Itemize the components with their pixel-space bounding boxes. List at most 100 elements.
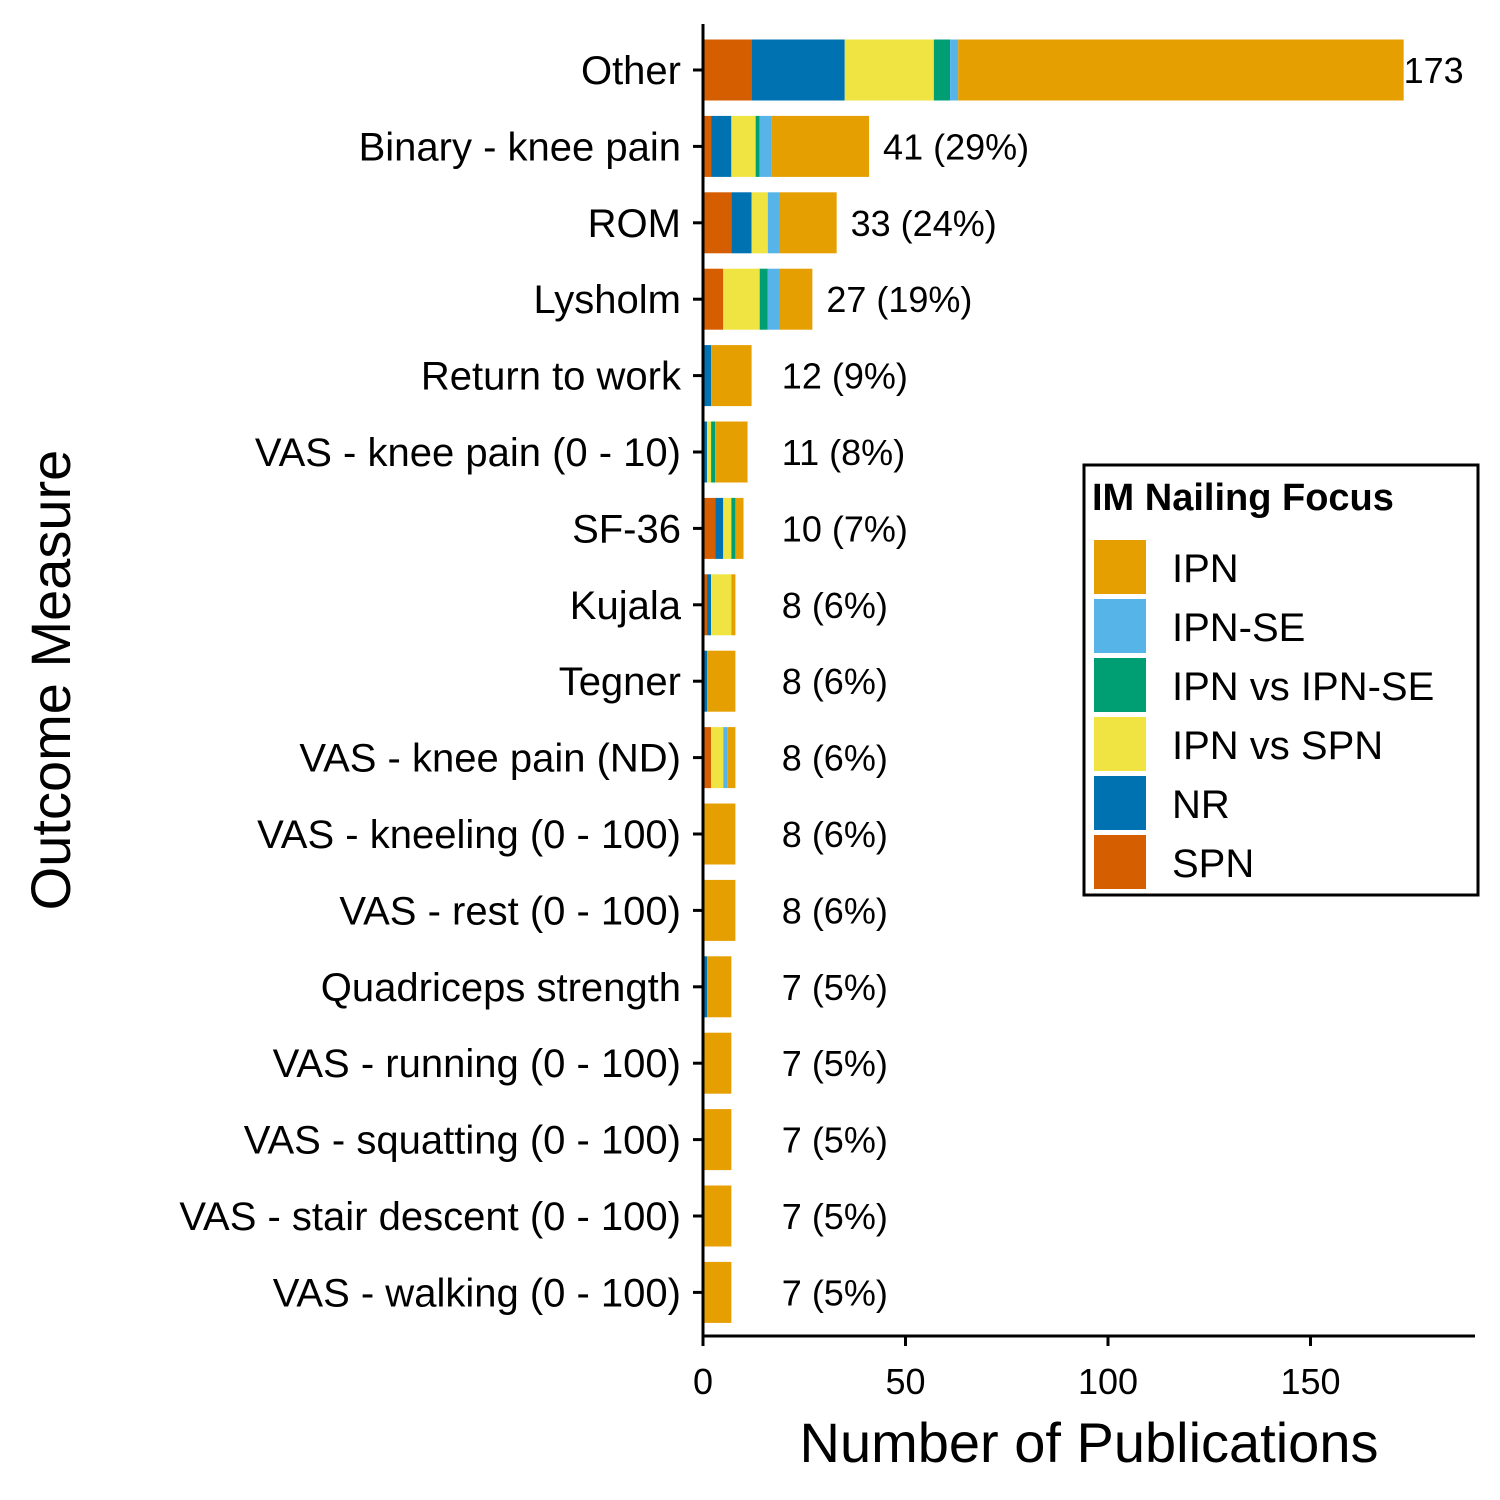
legend-swatch-nr	[1094, 776, 1146, 830]
category-label-lysholm: Lysholm	[534, 278, 681, 322]
bar-segment-spn-rom	[703, 192, 732, 254]
bar-segment-ipn-other	[958, 39, 1404, 101]
bar-segment-ipn-vs-spn-vas-knee-pain-nd	[711, 727, 724, 789]
legend-label-ipn-vs-spn: IPN vs SPN	[1172, 724, 1383, 768]
bar-segment-ipn-vs-ipn-se-vas-knee-pain-0-10	[711, 421, 716, 483]
value-label-quadriceps-strength: 7 (5%)	[782, 967, 888, 1008]
category-label-vas-walking-0-100: VAS - walking (0 - 100)	[273, 1271, 681, 1315]
bar-segment-ipn-vs-spn-lysholm	[723, 268, 760, 330]
category-label-binary-knee-pain: Binary - knee pain	[359, 125, 681, 169]
bar-segment-ipn-vs-ipn-se-binary-knee-pain	[755, 115, 760, 177]
value-label-tegner: 8 (6%)	[782, 661, 888, 702]
x-ticks: 0 50 100 150	[693, 1336, 1341, 1402]
bar-segment-spn-vas-knee-pain-nd	[703, 727, 712, 789]
bar-segment-ipn-rom	[779, 192, 837, 254]
x-tick-label: 150	[1280, 1361, 1340, 1402]
bar-segment-ipn-vas-walking-0-100	[703, 1261, 732, 1323]
category-label-vas-stair-descent-0-100: VAS - stair descent (0 - 100)	[179, 1195, 681, 1239]
value-label-vas-knee-pain-nd: 8 (6%)	[782, 738, 888, 779]
value-labels: 173 41 (29%) 33 (24%) 27 (19%) 12 (9%) 11 (8%…	[782, 50, 1464, 1313]
value-label-sf-36: 10 (7%)	[782, 508, 908, 549]
bars-layer	[703, 39, 1404, 1323]
bar-segment-ipn-vs-spn-binary-knee-pain	[731, 115, 756, 177]
value-label-binary-knee-pain: 41 (29%)	[883, 126, 1029, 167]
bar-segment-ipn-kujala	[731, 574, 736, 636]
legend-swatch-ipn-vs-ipn-se	[1094, 658, 1146, 712]
bar-segment-ipn-return-to-work	[711, 345, 752, 407]
value-label-vas-knee-pain-0-10: 11 (8%)	[782, 432, 905, 473]
bar-segment-spn-kujala	[703, 574, 708, 636]
legend-swatch-ipn-vs-spn	[1094, 717, 1146, 771]
value-label-lysholm: 27 (19%)	[826, 279, 972, 320]
category-label-vas-knee-pain-0-10: VAS - knee pain (0 - 10)	[255, 431, 681, 475]
legend-swatch-ipn-se	[1094, 599, 1146, 653]
bar-segment-ipn-vs-ipn-se-other	[933, 39, 951, 101]
legend-label-ipn: IPN	[1172, 547, 1239, 591]
category-label-other: Other	[581, 49, 681, 93]
category-label-vas-knee-pain-nd: VAS - knee pain (ND)	[299, 737, 681, 781]
category-label-vas-kneeling-0-100: VAS - kneeling (0 - 100)	[257, 813, 681, 857]
category-label-rom: ROM	[588, 202, 681, 246]
value-label-vas-kneeling-0-100: 8 (6%)	[782, 814, 888, 855]
bar-segment-ipn-vs-spn-other	[844, 39, 934, 101]
bar-segment-nr-other	[751, 39, 845, 101]
category-label-return-to-work: Return to work	[421, 355, 682, 399]
bar-segment-ipn-lysholm	[779, 268, 813, 330]
bar-segment-ipn-vs-spn-kujala	[711, 574, 732, 636]
category-label-vas-squatting-0-100: VAS - squatting (0 - 100)	[244, 1119, 681, 1163]
bar-segment-ipn-vas-running-0-100	[703, 1032, 732, 1094]
bar-segment-ipn-vas-squatting-0-100	[703, 1109, 732, 1171]
legend-box	[1082, 463, 1480, 897]
bar-segment-ipn-sf-36	[735, 497, 744, 559]
bar-segment-ipn-tegner	[707, 650, 736, 712]
bar-segment-ipn-se-vas-knee-pain-nd	[723, 727, 728, 789]
value-label-kujala: 8 (6%)	[782, 585, 888, 626]
bar-segment-nr-binary-knee-pain	[711, 115, 732, 177]
category-label-tegner: Tegner	[559, 660, 681, 704]
x-axis-title: Number of Publications	[800, 1411, 1379, 1474]
bar-segment-spn-lysholm	[703, 268, 724, 330]
bar-segment-ipn-binary-knee-pain	[771, 115, 870, 177]
axes	[701, 24, 1475, 1338]
value-label-vas-walking-0-100: 7 (5%)	[782, 1272, 888, 1313]
bar-segment-ipn-vs-spn-rom	[751, 192, 768, 254]
bar-segment-spn-sf-36	[703, 497, 716, 559]
y-axis-title: Outcome Measure	[19, 450, 82, 911]
bar-segment-ipn-se-lysholm	[767, 268, 780, 330]
x-tick-label: 50	[885, 1361, 925, 1402]
bar-segment-nr-kujala	[707, 574, 712, 636]
bar-segment-nr-sf-36	[715, 497, 724, 559]
value-label-vas-squatting-0-100: 7 (5%)	[782, 1120, 888, 1161]
category-label-quadriceps-strength: Quadriceps strength	[321, 966, 681, 1010]
bar-segment-ipn-vs-ipn-se-sf-36	[731, 497, 736, 559]
bar-segment-ipn-se-binary-knee-pain	[759, 115, 772, 177]
bar-segment-ipn-vas-kneeling-0-100	[703, 803, 736, 865]
bar-segment-ipn-quadriceps-strength	[707, 956, 732, 1018]
category-label-kujala: Kujala	[570, 584, 682, 628]
value-label-return-to-work: 12 (9%)	[782, 356, 908, 397]
bar-segment-nr-quadriceps-strength	[703, 956, 708, 1018]
bar-segment-ipn-se-other	[950, 39, 959, 101]
value-label-vas-running-0-100: 7 (5%)	[782, 1043, 888, 1084]
bar-segment-ipn-se-rom	[767, 192, 780, 254]
legend-items: IPN IPN-SE IPN vs IPN-SE IPN vs SPN NR SPN	[1094, 540, 1434, 889]
x-tick-label: 0	[693, 1361, 713, 1402]
bar-segment-nr-return-to-work	[703, 345, 712, 407]
legend-label-ipn-se: IPN-SE	[1172, 606, 1305, 650]
value-label-vas-rest-0-100: 8 (6%)	[782, 890, 888, 931]
bar-segment-spn-binary-knee-pain	[703, 115, 712, 177]
legend-label-ipn-vs-ipn-se: IPN vs IPN-SE	[1172, 665, 1434, 709]
bar-segment-nr-tegner	[703, 650, 708, 712]
bar-segment-ipn-vas-knee-pain-nd	[727, 727, 736, 789]
legend-label-spn: SPN	[1172, 842, 1254, 886]
bar-segment-ipn-vs-spn-sf-36	[723, 497, 732, 559]
value-label-rom: 33 (24%)	[851, 203, 997, 244]
legend-label-nr: NR	[1172, 783, 1230, 827]
bar-segment-ipn-vas-knee-pain-0-10	[715, 421, 748, 483]
bar-segment-ipn-vas-stair-descent-0-100	[703, 1185, 732, 1247]
category-label-vas-rest-0-100: VAS - rest (0 - 100)	[339, 889, 681, 933]
legend-title: IM Nailing Focus	[1092, 477, 1394, 519]
